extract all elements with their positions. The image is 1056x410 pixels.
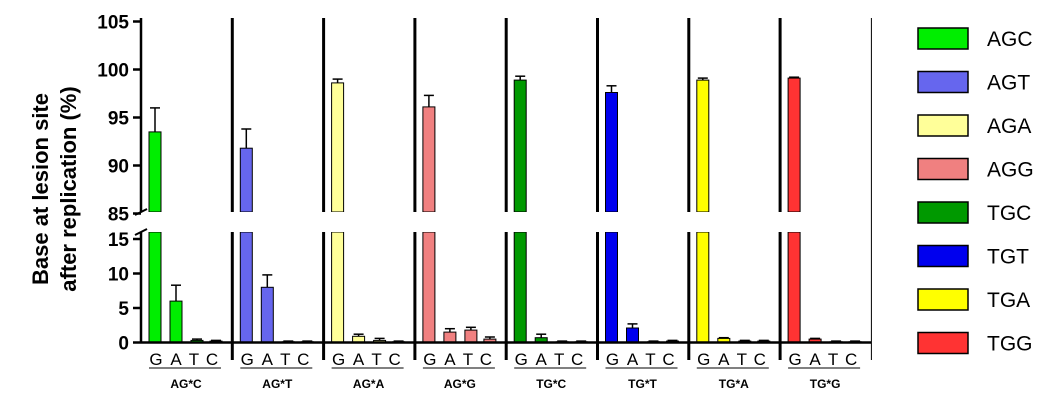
bar <box>443 331 457 344</box>
group-label: AG*C <box>170 377 202 391</box>
bar-lower <box>605 231 618 343</box>
bar-lower <box>422 231 436 343</box>
legend: AGC AGT AGA AGG TGC TGT TGA TGG <box>917 27 1034 356</box>
bar <box>626 327 639 343</box>
bar-lower <box>787 231 801 343</box>
bar <box>260 286 274 343</box>
x-tick-label: A <box>444 350 456 369</box>
y-tick-label: 90 <box>108 157 129 178</box>
group-label: TG*A <box>719 377 749 391</box>
x-tick-label: T <box>371 350 381 369</box>
x-tick-label: A <box>536 350 548 369</box>
bar-lower <box>513 231 527 343</box>
x-tick-label: A <box>262 350 274 369</box>
bar <box>464 329 478 344</box>
x-tick-label: T <box>189 350 199 369</box>
x-tick-label: A <box>809 350 821 369</box>
bar-lower <box>148 231 162 343</box>
bar-upper <box>331 82 345 213</box>
x-tick-label: C <box>206 350 218 369</box>
bar-upper <box>239 147 253 213</box>
x-tick-label: T <box>554 350 564 369</box>
legend-swatch <box>917 70 969 94</box>
x-tick-label: T <box>280 350 290 369</box>
y-tick-label: 10 <box>108 265 129 286</box>
bar-upper <box>605 92 618 213</box>
x-tick-label: C <box>754 350 766 369</box>
bar-lower <box>239 231 253 343</box>
bar-upper <box>513 79 527 213</box>
y-axis-title-line1: Base at lesion site <box>28 93 53 285</box>
legend-label: AGA <box>987 115 1031 138</box>
bar-lower <box>331 231 345 343</box>
legend-label: TGC <box>987 202 1031 225</box>
x-tick-label: C <box>480 350 492 369</box>
x-tick-label: A <box>353 350 365 369</box>
legend-swatch <box>917 288 969 311</box>
legend-swatch <box>917 331 969 355</box>
y-tick-label: 105 <box>97 13 129 34</box>
x-tick-label: T <box>463 350 473 369</box>
x-tick-label: C <box>388 350 400 369</box>
x-tick-label: C <box>845 350 857 369</box>
group-label: TG*C <box>536 377 566 391</box>
bar-upper <box>422 106 436 213</box>
x-tick-label: C <box>297 350 309 369</box>
bar <box>169 300 183 344</box>
group-label: AG*G <box>444 377 476 391</box>
x-tick-label: G <box>697 350 710 369</box>
group-label: TG*T <box>628 377 657 391</box>
legend-label: TGA <box>987 289 1030 312</box>
x-tick-label: G <box>332 350 345 369</box>
bar-lower <box>696 231 710 343</box>
y-tick-label: 95 <box>108 109 130 130</box>
group-label: AG*A <box>353 377 385 391</box>
y-tick-label: 100 <box>97 61 129 82</box>
y-tick-label: 15 <box>108 230 130 251</box>
legend-swatch <box>917 27 969 50</box>
x-tick-label: G <box>515 350 528 369</box>
x-tick-label: G <box>606 350 619 369</box>
x-tick-label: A <box>627 350 639 369</box>
group-label: AG*T <box>262 377 293 391</box>
x-tick-label: T <box>828 350 838 369</box>
group-label: TG*G <box>810 377 841 391</box>
legend-label: AGT <box>987 72 1030 95</box>
legend-swatch <box>917 114 969 137</box>
legend-swatch <box>917 157 969 181</box>
x-tick-label: C <box>662 350 674 369</box>
bar-upper <box>787 77 801 213</box>
x-tick-label: G <box>149 350 162 369</box>
y-tick-label: 5 <box>118 299 129 320</box>
legend-label: TGT <box>987 246 1029 269</box>
bar-upper <box>148 131 162 213</box>
legend-label: AGC <box>987 28 1033 51</box>
bar-upper <box>696 79 710 213</box>
y-axis-title: Base at lesion site after replication (%… <box>28 86 81 291</box>
legend-label: AGG <box>987 159 1034 182</box>
x-tick-label: T <box>645 350 655 369</box>
y-tick-label: 0 <box>118 334 129 355</box>
x-tick-label: A <box>718 350 730 369</box>
legend-swatch <box>917 244 969 268</box>
legend-label: TGG <box>987 333 1033 356</box>
legend-swatch <box>917 201 969 224</box>
x-tick-label: C <box>571 350 583 369</box>
y-axis-title-line2: after replication (%) <box>56 86 81 291</box>
x-tick-label: A <box>170 350 182 369</box>
x-tick-label: G <box>788 350 801 369</box>
axis-break-mark <box>134 228 148 236</box>
x-tick-label: T <box>737 350 747 369</box>
x-tick-label: G <box>241 350 254 369</box>
axis-break-gap <box>118 212 863 232</box>
x-tick-label: G <box>423 350 436 369</box>
y-tick-label: 85 <box>108 205 130 226</box>
